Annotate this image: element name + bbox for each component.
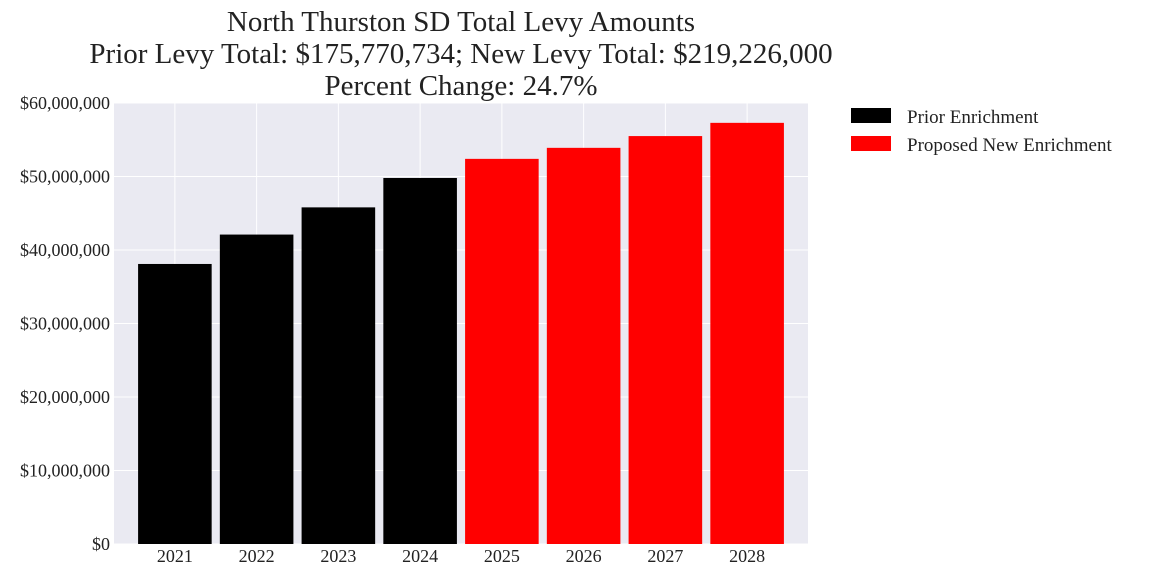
x-tick-label: 2023 [320, 546, 356, 566]
y-tick-label: $10,000,000 [20, 461, 110, 481]
y-tick-label: $20,000,000 [20, 387, 110, 407]
x-axis-ticks: 2021 2022 2023 2024 2025 2026 2027 2028 [157, 546, 765, 566]
legend-swatch-prior [851, 108, 891, 123]
x-tick-label: 2022 [239, 546, 275, 566]
y-tick-label: $0 [92, 534, 110, 554]
legend-swatch-proposed [851, 136, 891, 151]
bar-proposed-new-enrichment [710, 122, 784, 544]
legend-label-prior: Prior Enrichment [907, 107, 1039, 128]
y-tick-label: $60,000,000 [20, 93, 110, 113]
bar-prior-enrichment [383, 177, 457, 544]
legend-label-proposed: Proposed New Enrichment [907, 135, 1112, 156]
bar-prior-enrichment [219, 234, 294, 544]
bar-proposed-new-enrichment [546, 147, 621, 544]
x-tick-label: 2028 [729, 546, 765, 566]
x-tick-label: 2025 [484, 546, 520, 566]
chart-title: North Thurston SD Total Levy Amounts Pri… [89, 6, 832, 102]
bar-prior-enrichment [138, 263, 212, 544]
bar-proposed-new-enrichment [628, 136, 703, 544]
legend: Prior Enrichment Proposed New Enrichment [851, 107, 1112, 156]
x-tick-label: 2027 [647, 546, 683, 566]
bar-proposed-new-enrichment [465, 158, 539, 545]
title-line-3: Percent Change: 24.7% [324, 70, 597, 102]
x-tick-label: 2024 [402, 546, 438, 566]
title-line-2: Prior Levy Total: $175,770,734; New Levy… [89, 38, 832, 70]
y-tick-label: $30,000,000 [20, 314, 110, 334]
x-tick-label: 2021 [157, 546, 193, 566]
y-tick-label: $40,000,000 [20, 240, 110, 260]
title-line-1: North Thurston SD Total Levy Amounts [227, 6, 695, 38]
x-tick-label: 2026 [566, 546, 602, 566]
y-tick-label: $50,000,000 [20, 167, 110, 187]
bars [138, 122, 784, 545]
bar-prior-enrichment [301, 207, 376, 544]
y-axis-ticks: $0 $10,000,000 $20,000,000 $30,000,000 $40,0… [20, 93, 110, 554]
